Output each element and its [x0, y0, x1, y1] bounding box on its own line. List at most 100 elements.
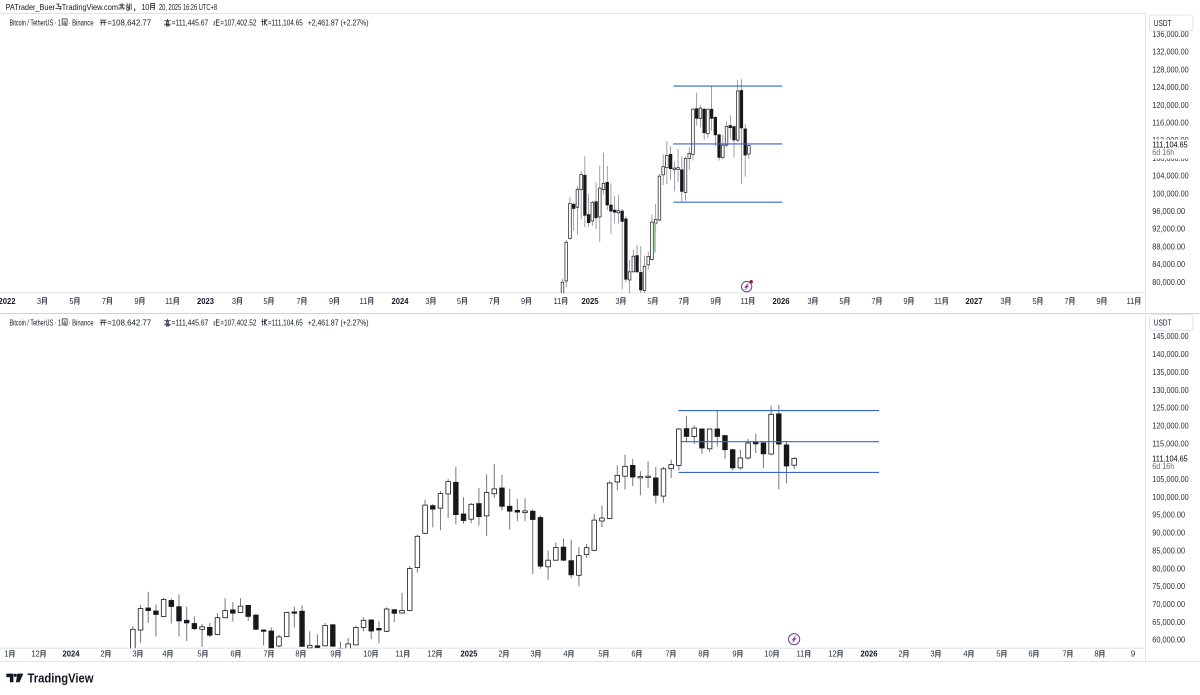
- svg-text:84,000.00: 84,000.00: [1152, 260, 1185, 269]
- svg-text:115,000.00: 115,000.00: [1152, 439, 1189, 448]
- svg-text:7: 7: [871, 297, 876, 306]
- svg-text:111,104.65: 111,104.65: [1152, 453, 1188, 463]
- svg-text:10: 10: [141, 3, 150, 12]
- svg-text:2027: 2027: [966, 297, 984, 306]
- svg-text:6: 6: [631, 650, 636, 659]
- svg-text:88,000.00: 88,000.00: [1152, 242, 1185, 251]
- svg-text:120,000.00: 120,000.00: [1152, 422, 1189, 431]
- svg-text:5: 5: [996, 650, 1001, 659]
- svg-text:USDT: USDT: [1154, 19, 1172, 28]
- svg-text:2: 2: [498, 650, 503, 659]
- svg-text:+2,461.87 (+2.27%): +2,461.87 (+2.27%): [308, 317, 369, 327]
- svg-text:105,000.00: 105,000.00: [1152, 475, 1189, 484]
- svg-text:9: 9: [710, 297, 715, 306]
- svg-text:3: 3: [807, 297, 812, 306]
- svg-text:11: 11: [396, 650, 404, 659]
- svg-text:135,000.00: 135,000.00: [1152, 368, 1189, 377]
- svg-text:8: 8: [1094, 650, 1099, 659]
- svg-text:124,000.00: 124,000.00: [1152, 83, 1189, 92]
- svg-text:7: 7: [102, 297, 107, 306]
- svg-text:=108,642.77: =108,642.77: [107, 17, 151, 27]
- svg-text:=107,402.52: =107,402.52: [220, 317, 256, 327]
- svg-text:2024: 2024: [63, 650, 81, 659]
- svg-text:PATrader_Buer: PATrader_Buer: [6, 3, 56, 12]
- svg-text:5: 5: [263, 297, 268, 306]
- svg-text:3: 3: [232, 297, 237, 306]
- svg-text:=111,104.65: =111,104.65: [268, 317, 303, 327]
- svg-text:9: 9: [1131, 650, 1136, 659]
- svg-text:3: 3: [425, 297, 430, 306]
- svg-text:Bitcoin / TetherUS · 1: Bitcoin / TetherUS · 1: [10, 317, 62, 327]
- svg-text:1: 1: [4, 650, 9, 659]
- svg-text:92,000.00: 92,000.00: [1152, 225, 1185, 234]
- svg-text:80,000.00: 80,000.00: [1152, 564, 1185, 573]
- svg-text:70,000.00: 70,000.00: [1152, 600, 1185, 609]
- svg-text:9: 9: [903, 297, 908, 306]
- svg-text:TradingView: TradingView: [28, 670, 95, 685]
- svg-text:5: 5: [647, 297, 652, 306]
- svg-text:2025: 2025: [461, 650, 479, 659]
- svg-text:85,000.00: 85,000.00: [1152, 546, 1185, 555]
- svg-text:· Binance: · Binance: [69, 317, 94, 327]
- svg-text:12: 12: [31, 650, 40, 659]
- svg-text:7: 7: [489, 297, 494, 306]
- svg-text:4: 4: [162, 650, 167, 659]
- svg-text:12: 12: [828, 650, 837, 659]
- svg-text:2: 2: [898, 650, 903, 659]
- svg-text:65,000.00: 65,000.00: [1152, 618, 1185, 627]
- svg-text:130,000.00: 130,000.00: [1152, 386, 1189, 395]
- svg-text:11: 11: [1127, 297, 1135, 306]
- svg-text:· Binance: · Binance: [69, 17, 94, 27]
- svg-text:10: 10: [363, 650, 372, 659]
- svg-text:+2,461.87 (+2.27%): +2,461.87 (+2.27%): [308, 17, 369, 27]
- svg-text:3: 3: [37, 297, 42, 306]
- svg-text:7: 7: [678, 297, 683, 306]
- svg-text:20, 2025 16:26 UTC+8: 20, 2025 16:26 UTC+8: [159, 3, 217, 12]
- svg-text:9: 9: [134, 297, 139, 306]
- svg-text:11: 11: [554, 297, 562, 306]
- svg-text:6: 6: [1028, 650, 1033, 659]
- svg-text:96,000.00: 96,000.00: [1152, 207, 1185, 216]
- svg-text:132,000.00: 132,000.00: [1152, 48, 1189, 57]
- svg-text:9: 9: [1096, 297, 1101, 306]
- svg-text:75,000.00: 75,000.00: [1152, 582, 1185, 591]
- svg-text:145,000.00: 145,000.00: [1152, 332, 1189, 341]
- svg-text:111,104.65: 111,104.65: [1152, 139, 1188, 149]
- svg-text:2024: 2024: [392, 297, 410, 306]
- svg-text:11: 11: [360, 297, 368, 306]
- svg-text:136,000.00: 136,000.00: [1152, 30, 1189, 39]
- svg-text:3: 3: [615, 297, 620, 306]
- svg-text:100,000.00: 100,000.00: [1152, 493, 1189, 502]
- svg-text:9: 9: [329, 297, 334, 306]
- svg-text:7: 7: [263, 650, 268, 659]
- svg-text:4: 4: [563, 650, 568, 659]
- svg-text:100,000.00: 100,000.00: [1152, 189, 1189, 198]
- svg-text:TradingView.com: TradingView.com: [62, 3, 118, 12]
- svg-text:9: 9: [330, 650, 335, 659]
- svg-text:5: 5: [1032, 297, 1037, 306]
- svg-text:95,000.00: 95,000.00: [1152, 511, 1185, 520]
- svg-text:116,000.00: 116,000.00: [1152, 119, 1189, 128]
- svg-text:2026: 2026: [861, 650, 879, 659]
- svg-text:8: 8: [698, 650, 703, 659]
- svg-text:3: 3: [930, 650, 935, 659]
- svg-text:4: 4: [963, 650, 968, 659]
- svg-text:=111,104.65: =111,104.65: [268, 17, 303, 27]
- svg-text:6: 6: [230, 650, 235, 659]
- svg-text:9: 9: [521, 297, 526, 306]
- svg-text:80,000.00: 80,000.00: [1152, 278, 1185, 287]
- svg-text:=111,445.67: =111,445.67: [172, 317, 209, 327]
- svg-text:5: 5: [598, 650, 603, 659]
- svg-text:11: 11: [934, 297, 942, 306]
- svg-text:5: 5: [197, 650, 202, 659]
- svg-text:3: 3: [1000, 297, 1005, 306]
- svg-text:8: 8: [295, 650, 300, 659]
- svg-text:11: 11: [741, 297, 749, 306]
- svg-text:2026: 2026: [773, 297, 791, 306]
- svg-text:90,000.00: 90,000.00: [1152, 529, 1185, 538]
- svg-text:104,000.00: 104,000.00: [1152, 172, 1189, 181]
- svg-text:3: 3: [530, 650, 535, 659]
- svg-text:9: 9: [732, 650, 737, 659]
- svg-text:6d 16h: 6d 16h: [1152, 148, 1174, 157]
- svg-text:60,000.00: 60,000.00: [1152, 636, 1185, 645]
